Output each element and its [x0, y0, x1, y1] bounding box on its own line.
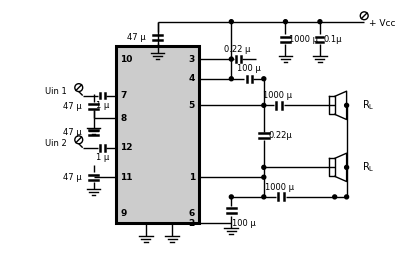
Text: 0.22 µ: 0.22 µ: [224, 45, 250, 54]
Text: 47 µ: 47 µ: [127, 33, 146, 42]
Circle shape: [229, 20, 233, 24]
Text: 9: 9: [120, 209, 126, 218]
Text: 100 µ: 100 µ: [232, 219, 256, 228]
Text: 1000 µ: 1000 µ: [263, 91, 292, 100]
Text: R$_\mathrm{L}$: R$_\mathrm{L}$: [362, 99, 375, 112]
Circle shape: [345, 165, 348, 169]
Text: Uin 1: Uin 1: [45, 87, 67, 96]
Text: 100 µ: 100 µ: [237, 65, 261, 73]
Text: 1: 1: [189, 173, 195, 182]
Text: 10: 10: [120, 55, 132, 64]
Circle shape: [262, 77, 266, 81]
Text: 0.22µ: 0.22µ: [269, 131, 292, 140]
Text: 2: 2: [189, 219, 195, 228]
Text: + Vcc: + Vcc: [369, 19, 396, 28]
Text: 47 µ: 47 µ: [63, 102, 82, 111]
Circle shape: [262, 103, 266, 107]
Text: 12: 12: [120, 143, 132, 152]
Circle shape: [333, 195, 337, 199]
Text: 8: 8: [120, 114, 126, 123]
Circle shape: [229, 77, 233, 81]
Text: 0.1µ: 0.1µ: [324, 35, 342, 44]
Text: R$_\mathrm{L}$: R$_\mathrm{L}$: [362, 161, 375, 174]
Text: 11: 11: [120, 173, 132, 182]
Circle shape: [262, 165, 266, 169]
Text: 1000 µ: 1000 µ: [290, 35, 318, 44]
Text: 1 µ: 1 µ: [96, 153, 109, 162]
Text: 6: 6: [189, 209, 195, 218]
Circle shape: [262, 195, 266, 199]
Bar: [116, 46, 199, 224]
Text: 5: 5: [189, 101, 195, 110]
Circle shape: [318, 20, 322, 24]
Text: 3: 3: [189, 55, 195, 64]
Circle shape: [345, 195, 348, 199]
Text: 47 µ: 47 µ: [63, 129, 82, 137]
Circle shape: [229, 195, 233, 199]
Text: 7: 7: [120, 91, 126, 100]
Text: Uin 2: Uin 2: [45, 139, 67, 148]
Text: 4: 4: [188, 74, 195, 83]
Circle shape: [262, 175, 266, 179]
Text: 1 µ: 1 µ: [96, 101, 109, 110]
Text: 1000 µ: 1000 µ: [265, 183, 294, 192]
Circle shape: [229, 57, 233, 61]
Text: 47 µ: 47 µ: [63, 173, 82, 182]
Circle shape: [345, 103, 348, 107]
Circle shape: [284, 20, 288, 24]
